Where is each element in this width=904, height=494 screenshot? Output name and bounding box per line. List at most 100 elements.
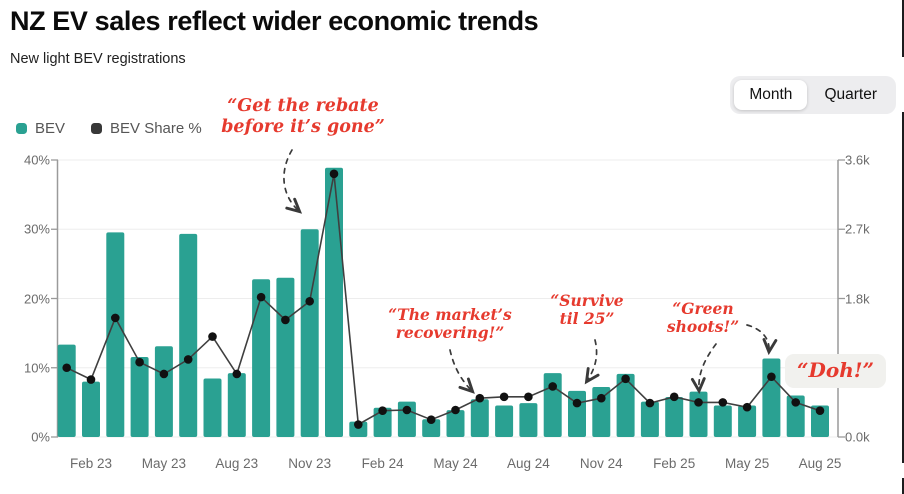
- green-shoots-arrow-right: [746, 324, 778, 356]
- survive-arrow: [584, 339, 600, 385]
- bev-share-dot-jun-24[interactable]: [475, 393, 485, 403]
- window-edge-artifact: [901, 478, 904, 494]
- chart-legend: BEV BEV Share %: [16, 120, 202, 137]
- bev-share-dot-dec-24[interactable]: [621, 374, 630, 384]
- bev-share-dot-jan-24[interactable]: [354, 420, 363, 429]
- bev-bar-feb-24[interactable]: [373, 407, 392, 437]
- bev-share-dot-sep-24[interactable]: [548, 382, 557, 391]
- page-title: NZ EV sales reflect wider economic trend…: [10, 6, 539, 36]
- bev-bar-jul-23[interactable]: [203, 378, 222, 437]
- bev-share-dot-mar-25[interactable]: [694, 398, 703, 407]
- bev-bar-jun-25[interactable]: [762, 358, 781, 437]
- bev-share-dot-feb-25[interactable]: [669, 392, 679, 402]
- rebate-arrow: [283, 149, 303, 214]
- bev-share-swatch-icon: [91, 123, 103, 134]
- bev-bar-oct-23[interactable]: [276, 277, 295, 437]
- bev-share-dot-apr-25[interactable]: [718, 398, 728, 407]
- bev-share-dot-aug-23[interactable]: [232, 369, 242, 379]
- bev-share-dot-jul-25[interactable]: [791, 398, 800, 407]
- x-tick-label: Nov 23: [288, 456, 332, 471]
- bev-share-dot-feb-24[interactable]: [378, 406, 387, 415]
- bev-share-line-series: [62, 169, 825, 429]
- annotation-survive: “Survive til 25”: [550, 291, 624, 329]
- x-tick-label: Aug 25: [798, 456, 842, 471]
- bev-bar-jul-24[interactable]: [495, 405, 514, 437]
- bev-share-dot-apr-24[interactable]: [426, 415, 436, 424]
- bev-share-dot-may-24[interactable]: [451, 405, 460, 415]
- y-left-tick-label: 40%: [23, 152, 50, 168]
- x-tick-label: Feb 24: [361, 456, 404, 471]
- legend-bev-label: BEV: [35, 120, 66, 137]
- x-tick-label: May 24: [433, 456, 478, 471]
- bev-share-dot-sep-23[interactable]: [256, 292, 266, 302]
- y-left-tick-label: 0%: [31, 429, 50, 445]
- y-left-tick-label: 10%: [23, 360, 50, 376]
- bev-bar-jan-24[interactable]: [349, 421, 368, 437]
- bev-bar-may-25[interactable]: [738, 405, 757, 437]
- bev-share-dot-aug-24[interactable]: [524, 392, 533, 402]
- bev-bar-jun-23[interactable]: [179, 233, 198, 437]
- y-right-tick-label: 2.7k: [845, 221, 870, 237]
- bev-share-dot-nov-23[interactable]: [305, 296, 315, 306]
- bev-bar-jun-24[interactable]: [470, 399, 489, 437]
- bev-bar-mar-23[interactable]: [106, 232, 125, 437]
- bev-bar-apr-23[interactable]: [130, 356, 149, 437]
- x-axis-labels: Feb 23 May 23 Aug 23 Nov 23 Feb 24 May 24 Aug …: [0, 456, 904, 476]
- bev-share-dot-apr-23[interactable]: [135, 357, 144, 367]
- bev-bar-aug-25[interactable]: [811, 405, 829, 437]
- bev-share-dot-oct-23[interactable]: [281, 315, 290, 325]
- bev-share-dot-jan-25[interactable]: [645, 398, 655, 408]
- bev-bar-may-23[interactable]: [154, 346, 173, 437]
- bev-share-dot-jan-23[interactable]: [62, 363, 71, 373]
- axis-lines: [51, 159, 845, 438]
- bev-share-dot-jun-25[interactable]: [767, 372, 776, 382]
- window-edge-artifact: [901, 112, 904, 463]
- bev-bar-jul-25[interactable]: [786, 395, 805, 437]
- bev-share-dot-jun-23[interactable]: [183, 355, 193, 364]
- bev-share-dot-dec-23[interactable]: [329, 169, 339, 179]
- bev-share-dot-may-23[interactable]: [159, 369, 169, 379]
- toggle-quarter-button[interactable]: Quarter: [824, 86, 877, 103]
- period-toggle: Month Quarter: [730, 76, 896, 114]
- bev-share-dot-mar-23[interactable]: [111, 313, 120, 323]
- bev-bar-sep-23[interactable]: [252, 279, 271, 437]
- bev-share-dot-oct-24[interactable]: [572, 398, 582, 408]
- bev-bar-dec-23[interactable]: [325, 167, 343, 437]
- y-left-tick-label: 20%: [23, 291, 50, 306]
- legend-share-label: BEV Share %: [110, 120, 202, 137]
- bev-bar-aug-23[interactable]: [227, 373, 246, 437]
- bev-share-dot-nov-24[interactable]: [597, 393, 606, 403]
- bev-bar-jan-25[interactable]: [640, 401, 659, 437]
- bev-bar-oct-24[interactable]: [568, 390, 586, 437]
- annotation-arrows: [283, 149, 778, 395]
- bev-share-dot-may-25[interactable]: [742, 402, 752, 412]
- x-tick-label: Feb 23: [69, 456, 113, 471]
- legend-item-bev: BEV: [16, 120, 65, 137]
- bev-bar-apr-24[interactable]: [422, 419, 441, 437]
- x-tick-label: Nov 24: [579, 456, 623, 471]
- green-shoots-arrow-left: [690, 343, 717, 395]
- legend-item-share: BEV Share %: [91, 120, 202, 137]
- bev-swatch-icon: [16, 123, 27, 134]
- bev-bar-dec-24[interactable]: [616, 373, 635, 437]
- bev-bar-nov-23[interactable]: [300, 229, 319, 437]
- y-axis-left-labels: 40% 30% 20% 10% 0%: [0, 0, 50, 494]
- bev-bar-feb-25[interactable]: [665, 396, 684, 437]
- bev-share-dot-aug-25[interactable]: [815, 406, 825, 415]
- bev-share-dot-feb-23[interactable]: [86, 375, 96, 384]
- annotation-green-shoots: “Green shoots!”: [666, 299, 740, 337]
- bev-share-dot-jul-23[interactable]: [208, 332, 217, 341]
- bev-bar-may-24[interactable]: [446, 410, 465, 437]
- bev-share-dot-mar-24[interactable]: [402, 405, 412, 415]
- bev-bar-jan-23[interactable]: [57, 344, 76, 437]
- y-right-tick-label: 1.8k: [845, 291, 870, 306]
- bev-bar-feb-23[interactable]: [82, 381, 100, 437]
- bev-bar-aug-24[interactable]: [519, 403, 538, 437]
- x-tick-label: Aug 23: [215, 456, 259, 471]
- y-right-tick-label: 0.0k: [845, 429, 870, 445]
- toggle-month-button[interactable]: Month: [734, 80, 808, 110]
- bev-share-dot-jul-24[interactable]: [499, 392, 509, 402]
- bev-bar-apr-25[interactable]: [713, 405, 732, 437]
